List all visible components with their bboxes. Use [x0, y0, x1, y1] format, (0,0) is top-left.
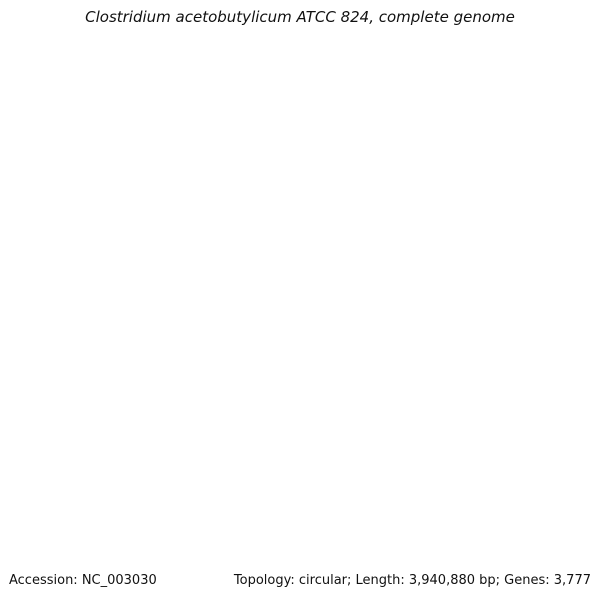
- accession-label: Accession: NC_003030: [9, 573, 157, 588]
- genome-summary: Topology: circular; Length: 3,940,880 bp…: [233, 573, 591, 588]
- map-title: Clostridium acetobutylicum ATCC 824, com…: [85, 8, 515, 26]
